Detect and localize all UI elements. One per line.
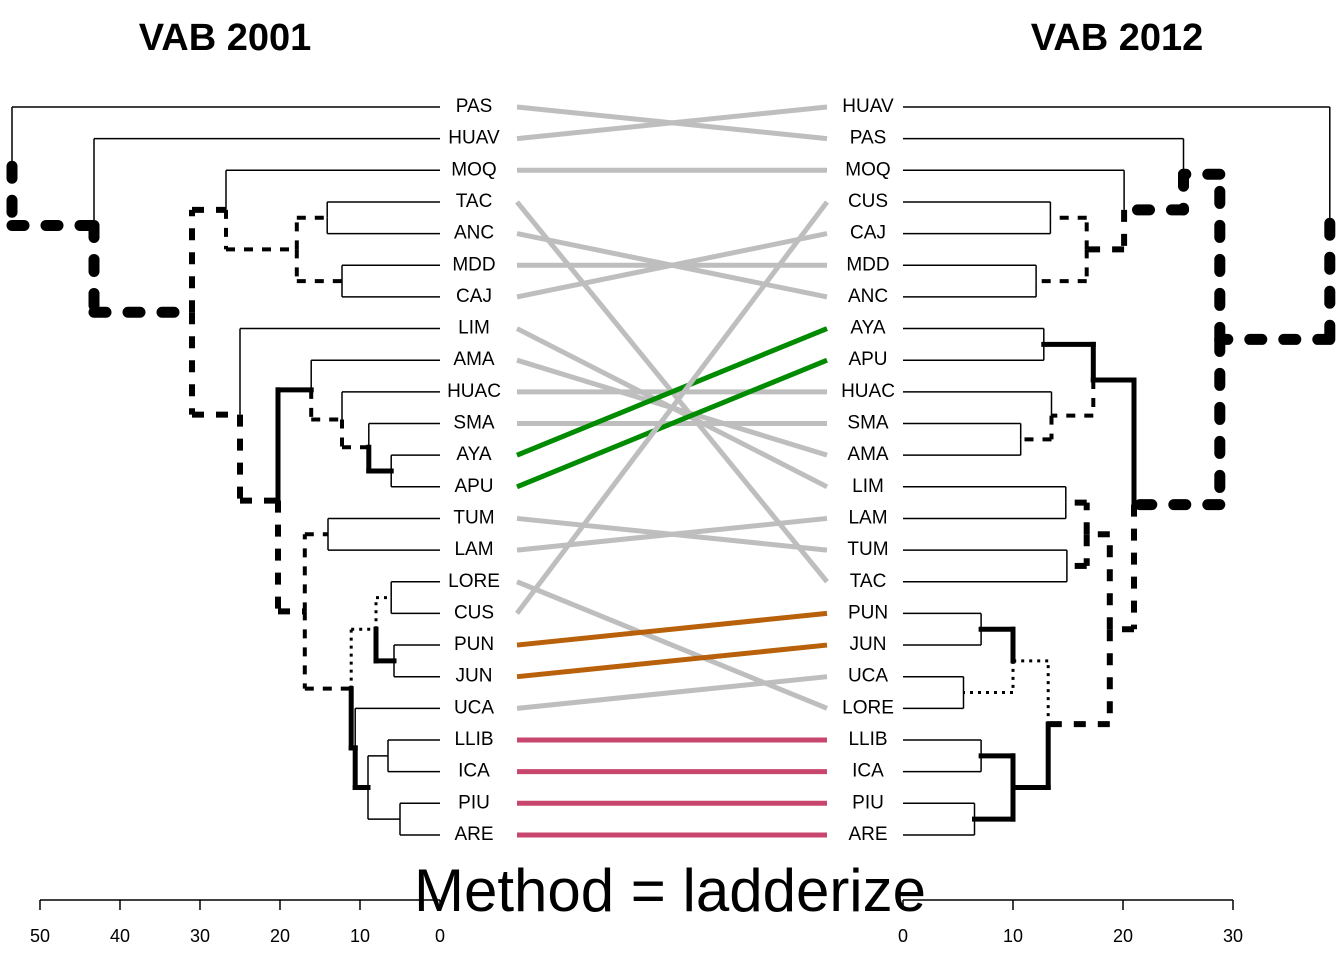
leaf-label: ICA xyxy=(852,761,884,782)
tick-label: 0 xyxy=(898,926,908,946)
leaf-label: UCA xyxy=(454,697,494,718)
tick-label: 30 xyxy=(190,926,210,946)
leaf-label: PUN xyxy=(848,602,888,623)
connector xyxy=(516,610,828,648)
leaf-label: MOQ xyxy=(845,159,890,180)
leaf-label: HUAC xyxy=(841,381,895,402)
connector xyxy=(516,642,828,680)
leaf-label: LAM xyxy=(848,507,887,528)
leaf-label: HUAC xyxy=(447,381,501,402)
leaf-label: CAJ xyxy=(850,223,886,244)
leaf-label: PIU xyxy=(458,792,490,813)
leaf-label: ARE xyxy=(454,824,493,845)
leaf-label: AMA xyxy=(847,444,889,465)
leaf-label: PAS xyxy=(850,128,887,149)
connector xyxy=(516,357,828,490)
right-title: VAB 2012 xyxy=(1031,17,1204,59)
leaf-label: LORE xyxy=(842,697,894,718)
connector xyxy=(516,326,828,458)
leaf-label: AMA xyxy=(453,349,495,370)
leaf-label: TUM xyxy=(847,539,888,560)
leaf-label: PAS xyxy=(456,96,493,117)
tick-label: 20 xyxy=(270,926,290,946)
tick-label: 30 xyxy=(1223,926,1243,946)
connector xyxy=(516,104,828,142)
leaf-label: ANC xyxy=(454,223,494,244)
tick-label: 50 xyxy=(30,926,50,946)
leaf-label: MDD xyxy=(846,254,889,275)
tick-label: 10 xyxy=(1003,926,1023,946)
connector xyxy=(515,200,829,615)
leaf-label: LLIB xyxy=(848,729,887,750)
leaf-label: MOQ xyxy=(451,159,496,180)
leaf-label: LORE xyxy=(448,571,500,592)
tick-label: 0 xyxy=(435,926,445,946)
leaf-label: SMA xyxy=(847,413,889,434)
left-title: VAB 2001 xyxy=(139,17,312,59)
leaf-label: ICA xyxy=(458,761,490,782)
chart-title: Method = ladderize xyxy=(414,857,926,924)
tick-label: 20 xyxy=(1113,926,1133,946)
leaf-label: APU xyxy=(454,476,493,497)
leaf-label: SMA xyxy=(453,413,495,434)
leaf-label: PUN xyxy=(454,634,494,655)
leaf-label: LIM xyxy=(852,476,884,497)
leaf-label: LLIB xyxy=(454,729,493,750)
leaf-label: HUAV xyxy=(448,128,500,149)
leaf-label: ANC xyxy=(848,286,888,307)
leaf-label: ARE xyxy=(848,824,887,845)
leaf-label: AYA xyxy=(850,318,886,339)
leaf-label: CUS xyxy=(454,602,494,623)
leaf-label: TUM xyxy=(453,507,494,528)
leaf-label: LIM xyxy=(458,318,490,339)
leaf-label: HUAV xyxy=(842,96,894,117)
leaf-label: LAM xyxy=(454,539,493,560)
leaf-label: TAC xyxy=(850,571,887,592)
leaf-label: JUN xyxy=(850,634,887,655)
connector xyxy=(516,579,828,711)
leaf-label: PIU xyxy=(852,792,884,813)
leaf-label: CUS xyxy=(848,191,888,212)
leaf-label: APU xyxy=(848,349,887,370)
leaf-label: JUN xyxy=(456,666,493,687)
connector xyxy=(516,674,828,711)
leaf-label: UCA xyxy=(848,666,888,687)
leaf-label: AYA xyxy=(456,444,492,465)
leaf-label: MDD xyxy=(452,254,495,275)
tick-label: 40 xyxy=(110,926,130,946)
tick-label: 10 xyxy=(350,926,370,946)
leaf-label: CAJ xyxy=(456,286,492,307)
leaf-label: TAC xyxy=(456,191,493,212)
connector xyxy=(516,231,828,300)
